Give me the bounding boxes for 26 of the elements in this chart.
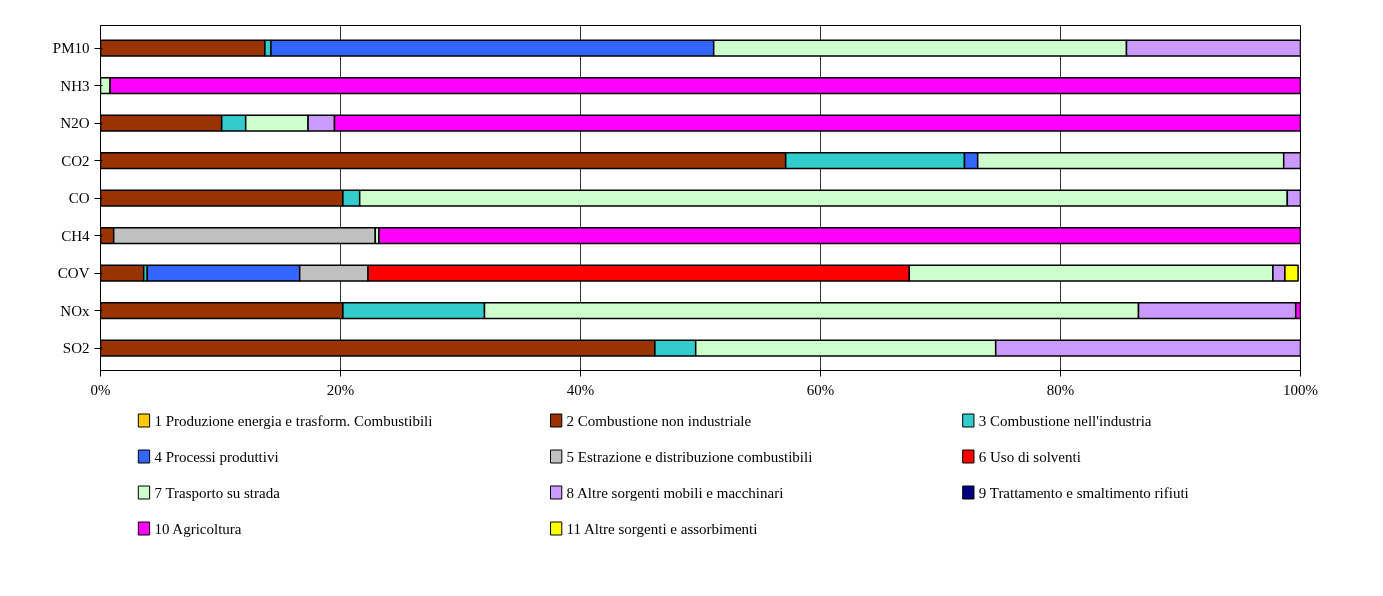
y-tick-label: N2O [60,115,90,131]
legend-label: 8 Altre sorgenti mobili e macchinari [566,484,784,501]
legend-label: 7 Trasporto su strada [154,484,281,501]
x-tick-label: 100% [1283,381,1318,398]
x-tick-label: 0% [90,381,111,398]
y-tick-label: NH3 [60,77,90,94]
x-tick-label: 80% [1046,381,1075,398]
y-tick-label: NOx [60,302,90,319]
x-tick-label: 60% [806,381,835,398]
y-tick-label: CO2 [61,152,90,169]
legend-label: 3 Combustione nell'industria [978,412,1152,429]
y-tick-label: PM10 [52,40,90,56]
y-tick-label: SO2 [62,340,90,356]
x-tick-label: 40% [566,381,595,398]
y-tick-label: CH4 [61,227,90,244]
legend-label: 9 Trattamento e smaltimento rifiuti [978,484,1189,501]
legend-label: 10 Agricoltura [154,520,242,537]
legend-label: 4 Processi produttivi [154,448,279,465]
y-tick-label: COV [57,265,90,281]
legend-label: 6 Uso di solventi [978,448,1081,465]
legend-label: 11 Altre sorgenti e assorbimenti [566,520,758,537]
legend-label: 1 Produzione energia e trasform. Combustibili [154,412,433,429]
legend-label: 2 Combustione non industriale [566,412,752,429]
legend-label: 5 Estrazione e distribuzione combustibili [566,448,813,465]
y-tick-label: CO [68,190,90,206]
x-tick-label: 20% [326,381,355,398]
